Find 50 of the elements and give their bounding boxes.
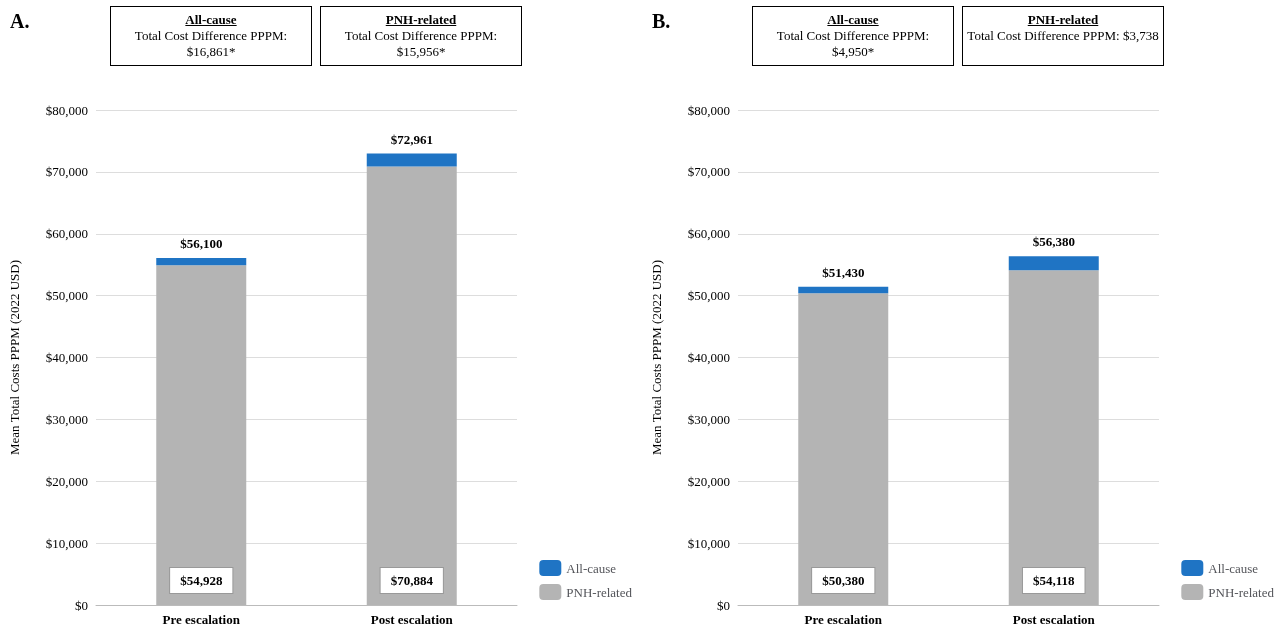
data-label: $50,380 (822, 573, 865, 588)
bar (156, 257, 247, 266)
text: PNH-related (1026, 12, 1100, 28)
text: All-cause (826, 12, 880, 28)
x-tick-label: Post escalation (370, 612, 454, 627)
x-tick-label: Pre escalation (804, 612, 883, 627)
x-tick-label: Pre escalation (162, 612, 241, 627)
total-label: $72,961 (390, 131, 433, 147)
text: Total Cost Difference PPPM: $15,956* (343, 28, 499, 60)
bar (1008, 256, 1099, 271)
text: Total Cost Difference PPPM: $4,950* (775, 28, 931, 60)
text: All-cause (184, 12, 238, 28)
legend-label: All-cause (566, 560, 617, 576)
chart-title: A. (10, 10, 30, 33)
data-label: $70,884 (390, 573, 434, 588)
x-tick-label: Post escalation (1012, 612, 1096, 627)
y-tick-label: $70,000 (687, 164, 730, 180)
y-tick-label: $60,000 (45, 226, 88, 242)
y-tick-label: $20,000 (687, 473, 730, 489)
y-tick-label: $50,000 (687, 288, 730, 304)
legend-label: PNH-related (1208, 584, 1275, 600)
y-tick-label: $30,000 (45, 411, 88, 427)
chart-title: B. (652, 10, 671, 33)
y-tick-label: $0 (75, 597, 88, 613)
y-axis-title: Mean Total Costs PPPM (2022 USD) (649, 260, 664, 455)
y-tick-label: $50,000 (45, 288, 88, 304)
text: PNH-related (384, 12, 458, 28)
y-tick-label: $10,000 (45, 535, 88, 551)
data-label: $54,928 (180, 573, 223, 588)
y-tick-label: $80,000 (45, 102, 88, 118)
y-tick-label: $20,000 (45, 473, 88, 489)
data-label: $54,118 (1032, 573, 1076, 588)
y-tick-label: $40,000 (45, 350, 88, 365)
y-tick-label: $30,000 (687, 411, 730, 427)
bar (366, 153, 457, 167)
y-tick-label: $40,000 (687, 350, 730, 365)
y-tick-label: $60,000 (687, 226, 730, 242)
y-tick-label: $10,000 (687, 535, 730, 551)
total-label: $51,430 (822, 264, 865, 280)
total-label: $56,380 (1032, 234, 1075, 250)
y-axis-title: Mean Total Costs PPPM (2022 USD) (7, 260, 22, 455)
y-tick-label: $70,000 (45, 164, 88, 180)
y-tick-label: $80,000 (687, 102, 730, 118)
total-label: $56,100 (180, 235, 223, 251)
text: Total Cost Difference PPPM: $3,738 (967, 28, 1159, 44)
text: Total Cost Difference PPPM: $16,861* (133, 28, 289, 60)
y-tick-label: $0 (717, 597, 730, 613)
legend-label: PNH-related (566, 584, 633, 600)
bar (798, 286, 889, 294)
legend-label: All-cause (1208, 560, 1259, 576)
